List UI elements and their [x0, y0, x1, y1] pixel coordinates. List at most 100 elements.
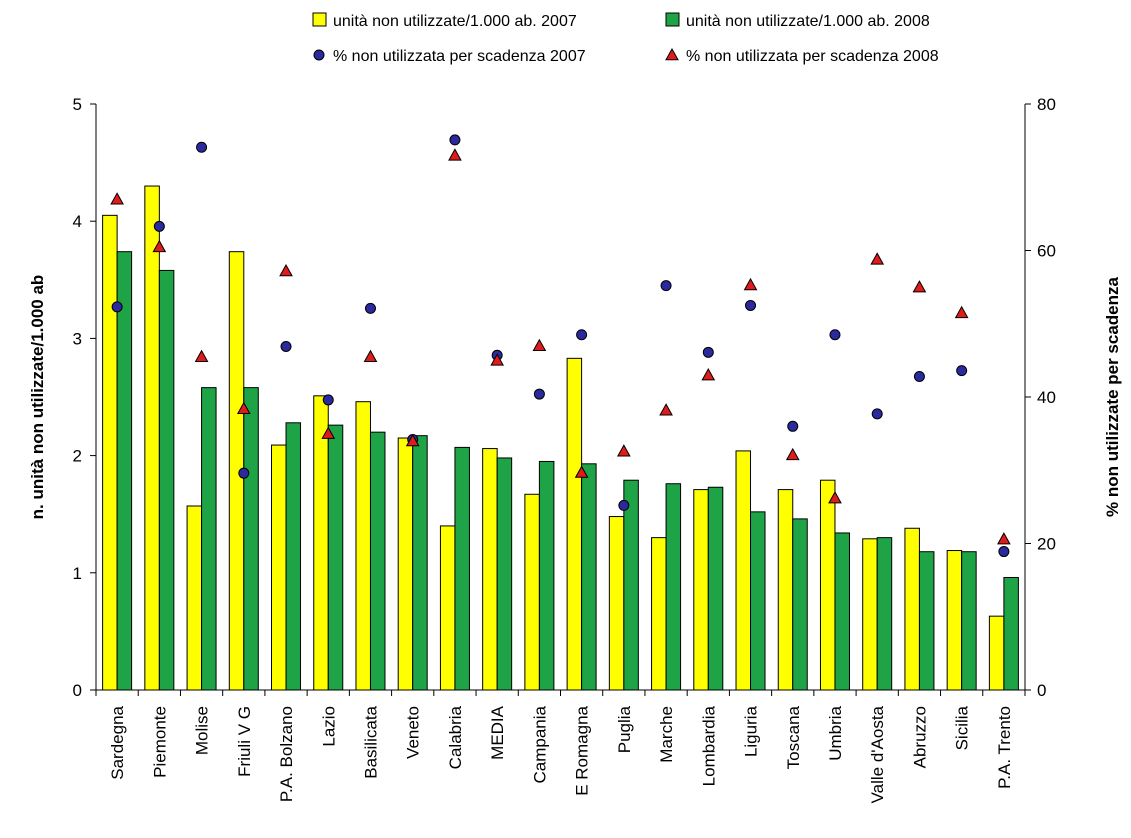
- point-2008: [448, 148, 462, 161]
- legend-swatch: [313, 49, 325, 61]
- category-label: Sardegna: [108, 705, 127, 779]
- y-right-tick-label: 60: [1037, 242, 1056, 261]
- legend: unità non utilizzate/1.000 ab. 2007 unità…: [312, 12, 939, 65]
- y-right-axis-title: % non utilizzate per scadenza: [1103, 276, 1122, 516]
- point-2008: [574, 465, 589, 478]
- bar-2008: [961, 551, 977, 691]
- point-2008: [110, 192, 124, 205]
- point-2007: [322, 394, 334, 406]
- bar-2007: [566, 357, 583, 691]
- category-label: Abruzzo: [910, 706, 929, 768]
- bar-2008: [623, 479, 639, 691]
- category-label: Molise: [193, 706, 212, 755]
- bar-2008: [876, 537, 893, 691]
- point-2008: [828, 491, 842, 504]
- category-label: Marche: [657, 706, 676, 763]
- bar-2007: [313, 395, 329, 691]
- bar-2007: [355, 401, 371, 691]
- category-label: Calabria: [446, 705, 465, 769]
- point-2007: [280, 340, 292, 352]
- y-left-axis-title: n. unità non utilizzate/1.000 ab: [28, 275, 47, 520]
- point-2008: [321, 426, 336, 439]
- bar-2007: [946, 550, 963, 691]
- y-left-tick-label: 2: [73, 447, 82, 466]
- y-left-tick-label: 1: [73, 564, 82, 583]
- bar-2007: [777, 489, 794, 691]
- point-2008: [870, 252, 885, 265]
- bar-2008: [412, 435, 428, 691]
- bar-2008: [750, 511, 766, 691]
- legend-label: % non utilizzata per scadenza 2008: [686, 48, 939, 65]
- point-2007: [702, 346, 714, 358]
- bar-2007: [693, 489, 709, 691]
- bar-2008: [285, 422, 302, 691]
- point-2007: [449, 134, 461, 146]
- bar-2007: [988, 615, 1005, 691]
- point-2008: [785, 447, 800, 461]
- point-2007: [660, 280, 672, 292]
- category-label: Liguria: [742, 705, 761, 757]
- point-2007: [238, 467, 250, 479]
- category-label: MEDIA: [488, 705, 507, 760]
- bar-2008: [1003, 576, 1019, 691]
- point-2008: [997, 532, 1011, 545]
- bar-2008: [369, 431, 386, 691]
- bar-2007: [102, 214, 118, 691]
- bar-2007: [651, 537, 667, 691]
- point-2008: [659, 403, 673, 416]
- point-2008: [616, 444, 631, 457]
- bar-2008: [581, 463, 597, 691]
- y-left-tick-label: 4: [73, 212, 82, 231]
- point-2008: [405, 433, 420, 447]
- bar-2008: [201, 387, 217, 691]
- point-2007: [618, 499, 630, 511]
- point-2007: [956, 365, 968, 377]
- point-2008: [490, 353, 505, 366]
- legend-swatch: [312, 12, 327, 27]
- bar-2008: [158, 269, 175, 691]
- bar-2008: [454, 446, 470, 691]
- bar-2008: [243, 387, 259, 691]
- point-2007: [998, 546, 1010, 558]
- point-2007: [364, 302, 376, 314]
- bar-2008: [496, 457, 513, 691]
- bar-2008: [792, 518, 808, 691]
- y-right-tick-label: 20: [1037, 535, 1056, 554]
- point-2008: [743, 277, 758, 291]
- bar-2008: [116, 251, 133, 691]
- bar-2007: [397, 437, 414, 691]
- category-label: Basilicata: [361, 705, 380, 778]
- point-2007: [829, 329, 841, 341]
- bar-2007: [524, 493, 540, 691]
- bar-2008: [665, 483, 682, 691]
- category-label: Lazio: [319, 706, 338, 747]
- category-label: Piemonte: [150, 706, 169, 778]
- category-label: Friuli V G: [235, 706, 254, 777]
- legend-label: % non utilizzata per scadenza 2007: [333, 48, 586, 65]
- y-left-tick-label: 0: [73, 681, 82, 700]
- bar-2007: [439, 525, 456, 691]
- point-2008: [363, 349, 378, 363]
- point-2008: [236, 401, 251, 415]
- category-label: Toscana: [784, 705, 803, 769]
- point-2007: [871, 408, 883, 420]
- category-label: E Romagna: [573, 705, 592, 795]
- bars: [102, 185, 1019, 691]
- bar-2008: [327, 424, 344, 691]
- y-left-tick-label: 3: [73, 329, 82, 348]
- bar-2007: [819, 479, 836, 691]
- point-2007: [196, 141, 208, 153]
- bar-2008: [834, 532, 850, 691]
- legend-label: unità non utilizzate/1.000 ab. 2008: [686, 13, 930, 30]
- bar-2008: [707, 486, 724, 691]
- bar-2007: [735, 450, 752, 691]
- point-2008: [279, 263, 293, 277]
- category-label: Veneto: [404, 706, 423, 759]
- labels: 0 1 2 3 4 5 0 20 40 60 80 n. unità non utilizzate/1…: [28, 95, 1122, 803]
- bar-2007: [186, 505, 203, 691]
- point-2007: [111, 301, 123, 313]
- bar-2007: [482, 448, 498, 691]
- markers: [110, 134, 1011, 558]
- bar-2007: [144, 185, 160, 691]
